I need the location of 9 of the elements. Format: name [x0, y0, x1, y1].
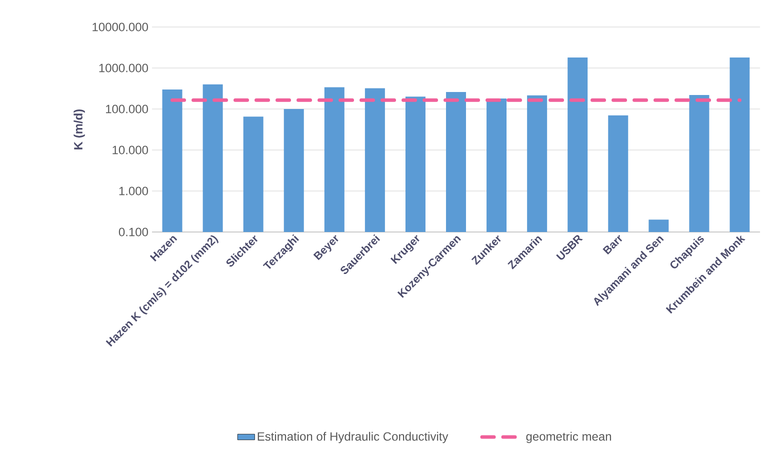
- y-tick-label: 10000.000: [92, 22, 148, 32]
- y-tick-label: 100.000: [106, 104, 148, 114]
- y-tick-label: 10.000: [112, 146, 148, 154]
- y-axis-title: K (m/d): [74, 109, 85, 150]
- y-tick-label: 1000.000: [99, 64, 148, 72]
- y-tick-label: 1.000: [119, 186, 148, 196]
- y-tick-label: 0.100: [118, 228, 148, 236]
- legend-label: Estimation of Hydraulic Conductivity: [258, 432, 448, 444]
- legend-label: geometric mean: [526, 432, 612, 444]
